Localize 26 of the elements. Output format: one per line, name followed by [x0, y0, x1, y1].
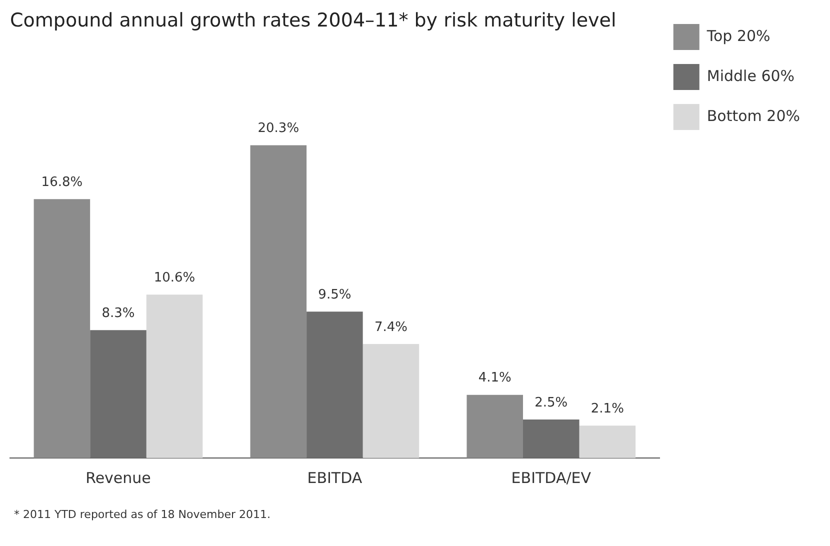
data-label: 10.6% — [154, 270, 196, 286]
data-label: 16.8% — [41, 175, 83, 190]
x-tick-label: EBITDA/EV — [511, 468, 592, 487]
x-tick-label: EBITDA — [307, 468, 363, 487]
bar — [146, 294, 203, 458]
bar — [362, 344, 420, 458]
bar — [250, 145, 307, 458]
legend-label: Top 20% — [706, 26, 770, 45]
text: * 2011 YTD reported as of 18 November 2011. — [14, 508, 271, 521]
chart-title: Compound annual growth rates 2004–11* by risk maturity level — [10, 9, 616, 32]
x-tick-label: Revenue — [86, 468, 151, 487]
legend-label: Bottom 20% — [706, 106, 800, 125]
data-label: 2.1% — [590, 402, 624, 417]
data-label: 4.1% — [478, 370, 512, 386]
bar — [466, 394, 524, 458]
bar — [523, 419, 580, 458]
bar — [34, 199, 90, 458]
data-label: 9.5% — [318, 288, 352, 302]
bar — [579, 426, 636, 458]
bar — [90, 330, 146, 458]
bar — [306, 312, 363, 458]
data-label: 8.3% — [102, 306, 135, 321]
data-label: 20.3% — [258, 121, 300, 136]
data-label: 7.4% — [374, 320, 408, 335]
legend-label: Middle 60% — [706, 66, 795, 85]
data-label: 2.5% — [534, 395, 568, 410]
